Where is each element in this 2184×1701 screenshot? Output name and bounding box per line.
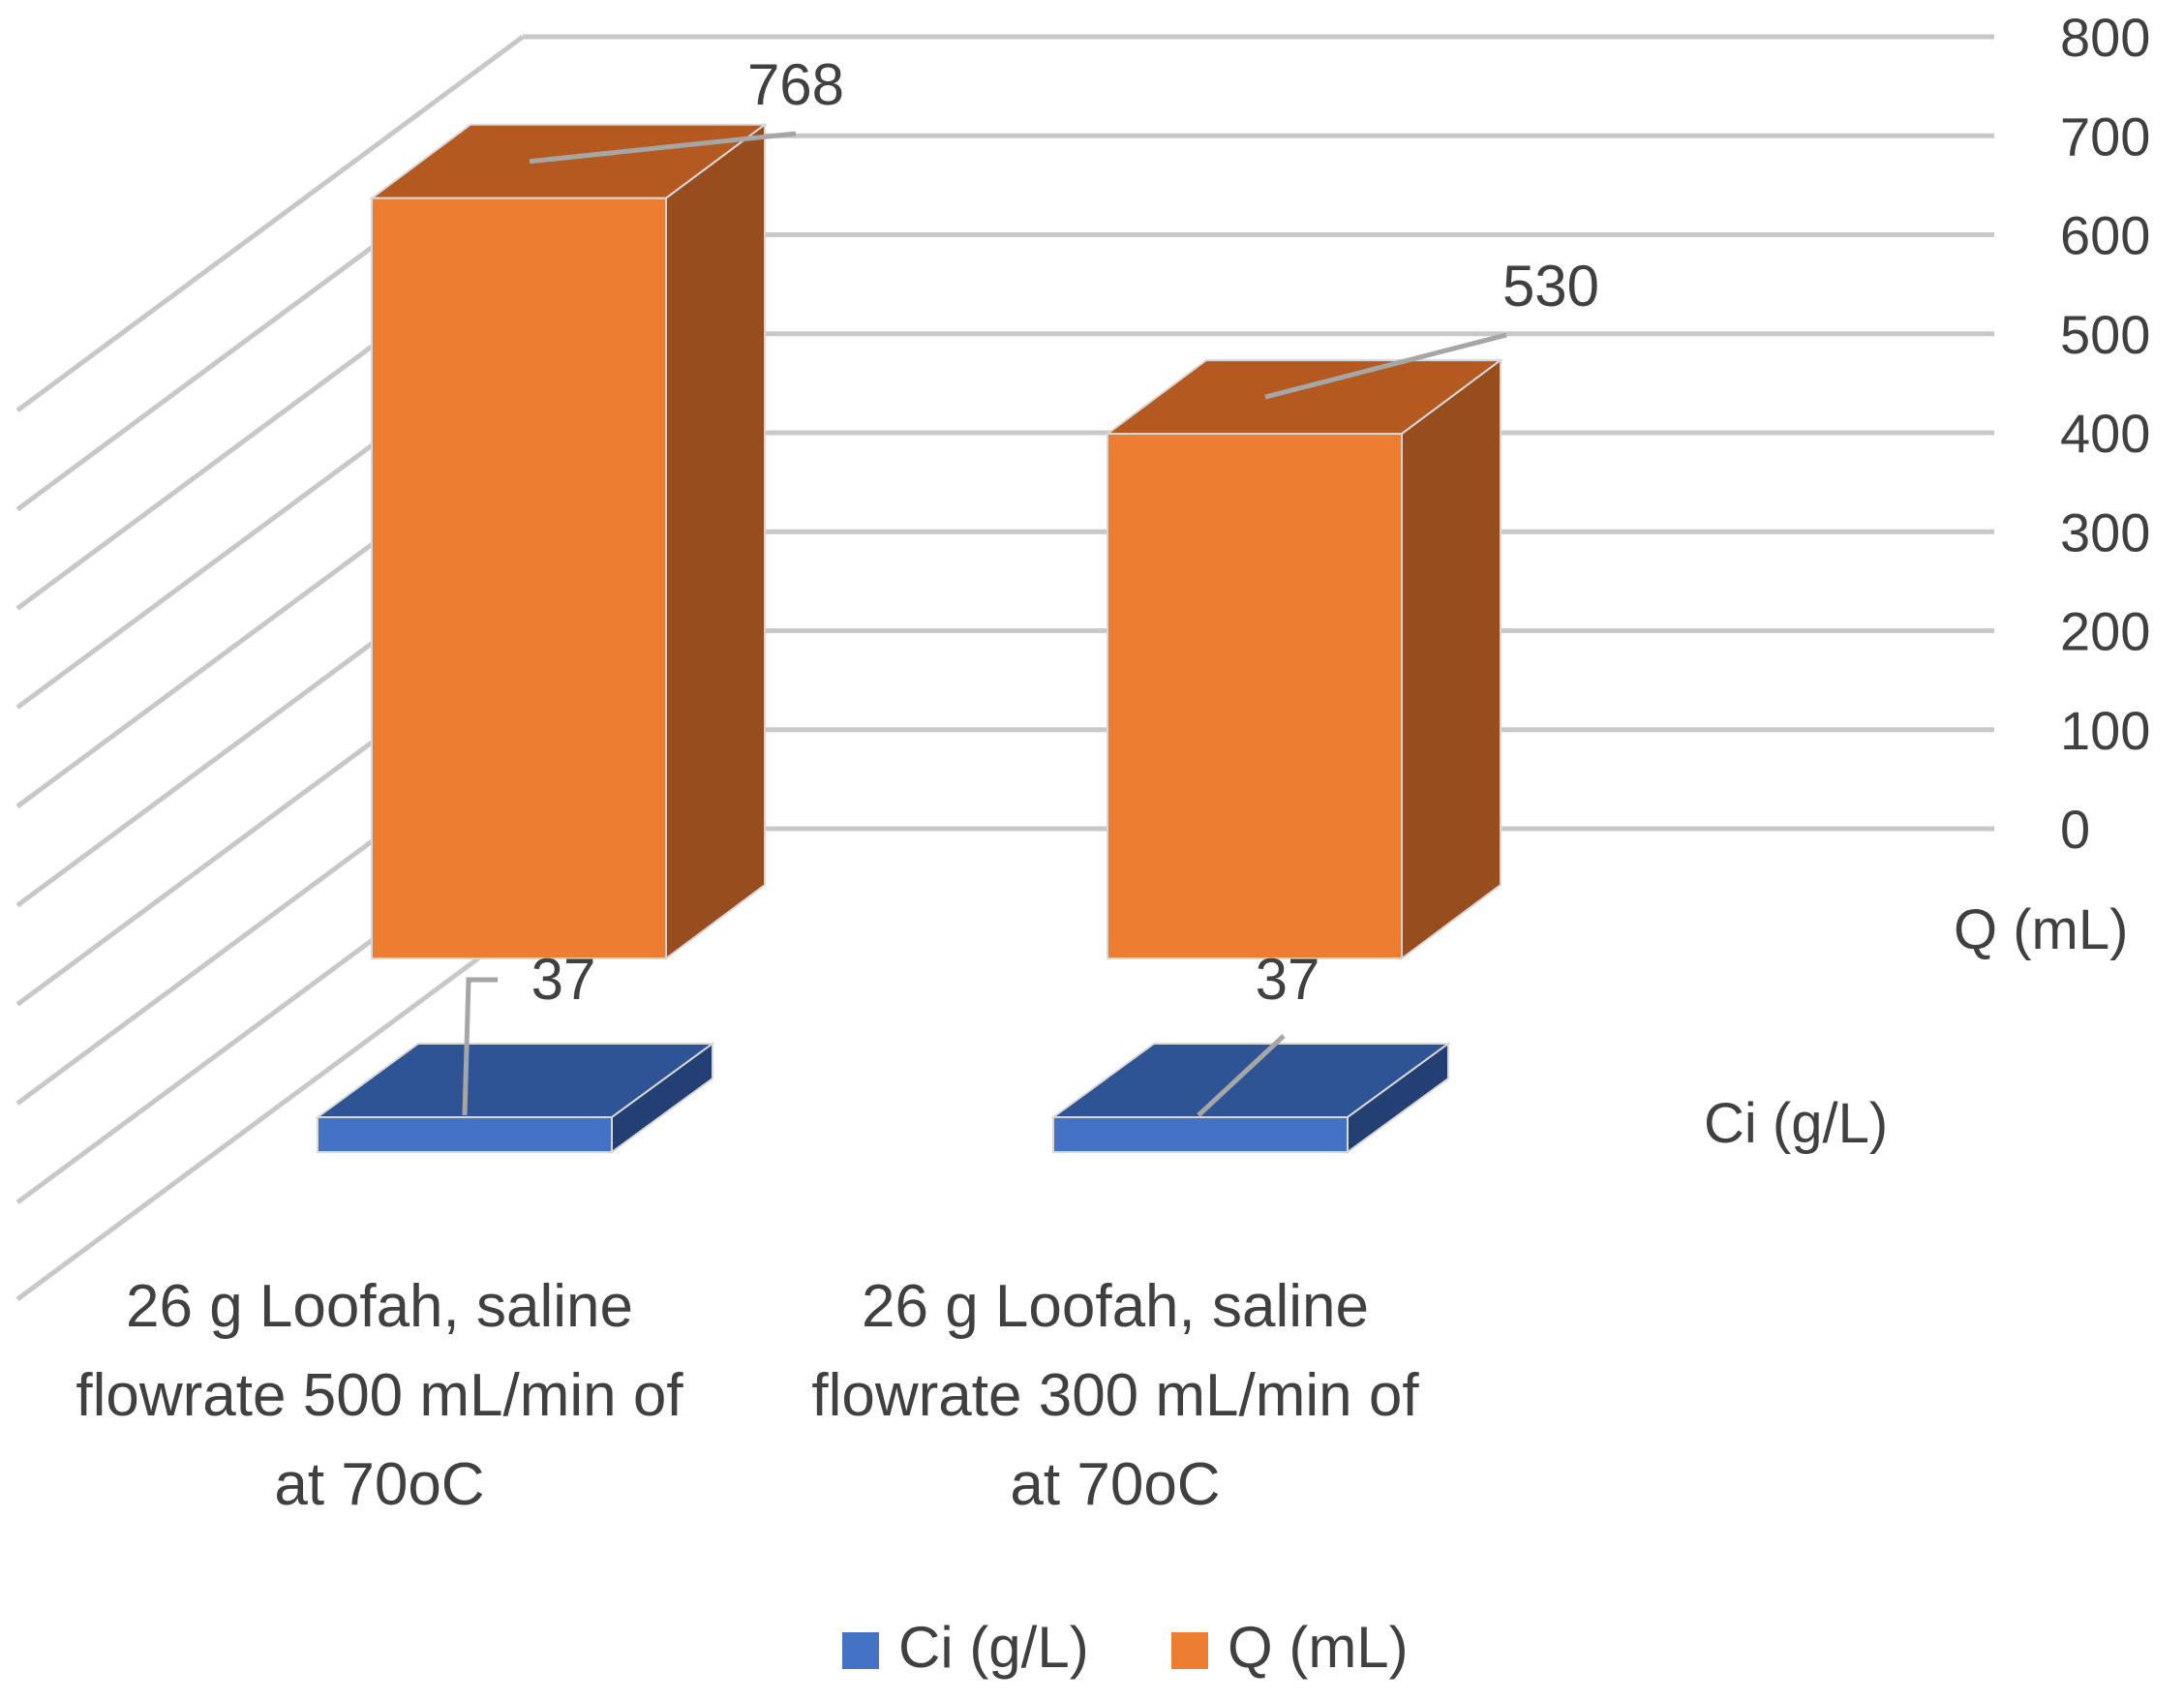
y-tick-label: 200	[2060, 601, 2150, 662]
y-tick-label: 500	[2060, 304, 2150, 365]
bar-ci-0-front	[317, 1116, 613, 1153]
bar-q-1-side	[1401, 358, 1502, 960]
data-label-ci: 37	[1256, 947, 1320, 1012]
bar-q-0-front	[371, 197, 667, 960]
bar-ci-1	[1049, 1042, 1452, 1154]
bar-q-0-side	[665, 122, 766, 960]
bar-q-0	[368, 122, 769, 960]
data-labels: 768 530 37 37	[462, 52, 1599, 1117]
depth-label-ci: Ci (g/L)	[1704, 1092, 1888, 1155]
bar-ci-0	[314, 1042, 716, 1154]
y-axis-ticks: 0 100 200 300 400 500 600 700 800	[2060, 7, 2150, 860]
y-tick-label: 100	[2060, 700, 2150, 761]
legend-label-q: Q (mL)	[1228, 1615, 1409, 1680]
gridline-side	[15, 34, 525, 413]
leader-line-q	[529, 131, 797, 165]
y-tick-label: 600	[2060, 205, 2150, 266]
category-label: at 70oC	[274, 1451, 484, 1518]
y-tick-label: 400	[2060, 403, 2150, 464]
category-label: flowrate 300 mL/min of	[811, 1362, 1419, 1429]
gridlines	[15, 34, 1994, 1302]
category-label: flowrate 500 mL/min of	[76, 1362, 683, 1429]
legend-swatch-q	[1171, 1632, 1208, 1669]
data-label-q: 530	[1502, 254, 1599, 319]
y-tick-label: 700	[2060, 106, 2150, 167]
leader-line-q	[1264, 332, 1507, 400]
legend: Ci (g/L) Q (mL)	[842, 1615, 1409, 1680]
category-label: 26 g Loofah, saline	[862, 1273, 1369, 1340]
y-tick-label: 800	[2060, 7, 2150, 68]
category-label: at 70oC	[1010, 1451, 1220, 1518]
bar-q-1	[1104, 358, 1504, 960]
bar-q-1-front	[1107, 433, 1403, 959]
legend-label-ci: Ci (g/L)	[898, 1615, 1089, 1680]
gridline-floor	[15, 923, 525, 1302]
bar-ci-1-front	[1052, 1116, 1349, 1153]
data-label-ci: 37	[531, 947, 596, 1012]
data-label-q: 768	[747, 52, 844, 117]
legend-swatch-ci	[842, 1632, 879, 1669]
category-label: 26 g Loofah, saline	[126, 1273, 633, 1340]
depth-axis-labels: Q (mL) Ci (g/L)	[1704, 898, 2128, 1155]
y-tick-label: 0	[2060, 799, 2090, 860]
category-labels: 26 g Loofah, saline flowrate 500 mL/min o…	[76, 1273, 1419, 1518]
leader-line-ci	[462, 977, 498, 1116]
leader-line-ci	[1197, 1034, 1286, 1117]
y-tick-label: 300	[2060, 501, 2150, 562]
depth-label-q: Q (mL)	[1954, 898, 2128, 961]
